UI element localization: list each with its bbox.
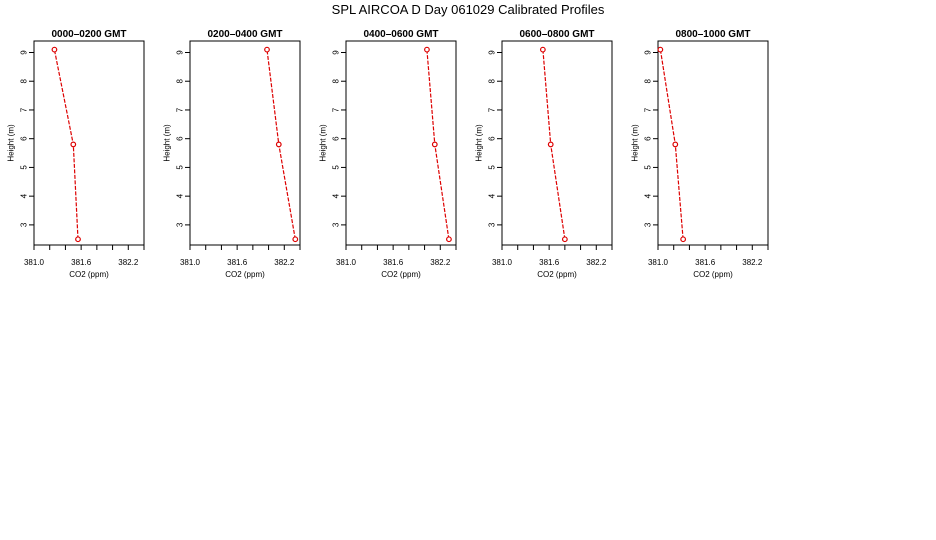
y-tick-label: 6 (488, 136, 497, 141)
y-tick-label: 3 (176, 222, 185, 227)
plot-frame (189, 40, 301, 246)
data-point (292, 236, 299, 243)
y-tick-label: 6 (20, 136, 29, 141)
y-axis-label: Height (m) (7, 124, 16, 162)
data-point (657, 46, 664, 53)
chart-panel-4: 0600–0800 GMT 381.0 381.6 382.2 3 4 5 6 7 8 9 CO2 (… (475, 29, 613, 279)
y-tick-label: 9 (332, 50, 341, 55)
series-line (426, 49, 450, 240)
chart-panel-5: 0800–1000 GMT 381.0 381.6 382.2 3 4 5 6 7 8 9 CO2 (… (631, 29, 769, 279)
y-tick-label: 9 (488, 50, 497, 55)
x-tick-label: 381.6 (539, 258, 560, 267)
y-tick-label: 7 (332, 107, 341, 112)
data-point (424, 46, 430, 53)
y-tick-label: 3 (488, 222, 497, 227)
y-tick-label: 4 (488, 193, 497, 198)
x-tick-label: 381.0 (648, 258, 669, 267)
data-point (431, 141, 438, 148)
data-point (680, 236, 687, 243)
x-tick-label: 382.2 (274, 258, 295, 267)
x-tick-label: 381.6 (695, 258, 716, 267)
y-tick-label: 8 (20, 78, 29, 83)
y-tick-label: 3 (332, 222, 341, 227)
plot-frame (501, 40, 613, 246)
x-tick-label: 382.2 (586, 258, 607, 267)
data-point (561, 236, 568, 243)
data-point (264, 46, 270, 53)
y-tick-label: 4 (176, 193, 185, 198)
x-axis-label: CO2 (ppm) (381, 270, 421, 279)
x-tick-label: 381.6 (71, 258, 92, 267)
chart-title: 0600–0800 GMT (519, 29, 594, 40)
chart-title: 0800–1000 GMT (675, 29, 750, 40)
y-tick-label: 4 (644, 193, 653, 198)
y-tick-label: 5 (20, 165, 29, 170)
data-point (75, 236, 81, 243)
data-point (275, 141, 282, 148)
y-tick-label: 6 (644, 136, 653, 141)
y-tick-label: 7 (488, 107, 497, 112)
y-tick-label: 8 (488, 78, 497, 83)
y-tick-label: 8 (644, 78, 653, 83)
x-tick-label: 382.2 (118, 258, 139, 267)
plot-frame (657, 40, 769, 246)
y-tick-label: 9 (644, 50, 653, 55)
y-tick-label: 7 (20, 107, 29, 112)
chart-panel-1: 0000–0200 GMT 381.0 381.6 382.2 3 4 5 6 7 8 9 CO2 (… (7, 29, 145, 279)
chart-title: 0000–0200 GMT (51, 29, 126, 40)
x-tick-label: 381.0 (336, 258, 357, 267)
series-line (659, 49, 684, 240)
y-tick-label: 9 (20, 50, 29, 55)
y-axis-label: Height (m) (475, 124, 484, 162)
x-tick-label: 381.0 (24, 258, 45, 267)
y-tick-label: 5 (332, 165, 341, 170)
x-axis-label: CO2 (ppm) (693, 270, 733, 279)
data-point (70, 141, 77, 148)
plot-frame (33, 40, 145, 246)
x-tick-label: 381.0 (180, 258, 201, 267)
y-tick-label: 8 (332, 78, 341, 83)
y-axis-label: Height (m) (319, 124, 328, 162)
y-tick-label: 4 (332, 193, 341, 198)
chart-title: 0400–0600 GMT (363, 29, 438, 40)
data-point (672, 141, 679, 148)
x-axis-label: CO2 (ppm) (69, 270, 109, 279)
y-tick-label: 5 (488, 165, 497, 170)
x-tick-label: 382.2 (430, 258, 451, 267)
data-point (51, 46, 58, 53)
x-tick-label: 382.2 (742, 258, 763, 267)
data-point (539, 46, 546, 53)
x-axis-label: CO2 (ppm) (225, 270, 265, 279)
x-tick-label: 381.6 (227, 258, 248, 267)
data-point (547, 141, 554, 148)
y-tick-label: 4 (20, 193, 29, 198)
x-tick-label: 381.0 (492, 258, 513, 267)
y-tick-label: 3 (20, 222, 29, 227)
chart-title: 0200–0400 GMT (207, 29, 282, 40)
data-point (446, 236, 452, 243)
chart-panel-3: 0400–0600 GMT 381.0 381.6 382.2 3 4 5 6 7 8 9 CO2 (… (319, 29, 457, 279)
x-tick-label: 381.6 (383, 258, 404, 267)
chart-panel-2: 0200–0400 GMT 381.0 381.6 382.2 3 4 5 6 7 8 9 CO2 (… (163, 29, 301, 279)
y-tick-label: 7 (176, 107, 185, 112)
y-tick-label: 5 (644, 165, 653, 170)
series-line (542, 49, 566, 240)
y-tick-label: 6 (176, 136, 185, 141)
y-tick-label: 5 (176, 165, 185, 170)
y-tick-label: 9 (176, 50, 185, 55)
page-title: SPL AIRCOA D Day 061029 Calibrated Profi… (331, 2, 605, 17)
y-tick-label: 7 (644, 107, 653, 112)
plot-frame (345, 40, 457, 246)
y-tick-label: 8 (176, 78, 185, 83)
y-tick-label: 3 (644, 222, 653, 227)
y-tick-label: 6 (332, 136, 341, 141)
y-axis-label: Height (m) (163, 124, 172, 162)
y-axis-label: Height (m) (631, 124, 640, 162)
x-axis-label: CO2 (ppm) (537, 270, 577, 279)
